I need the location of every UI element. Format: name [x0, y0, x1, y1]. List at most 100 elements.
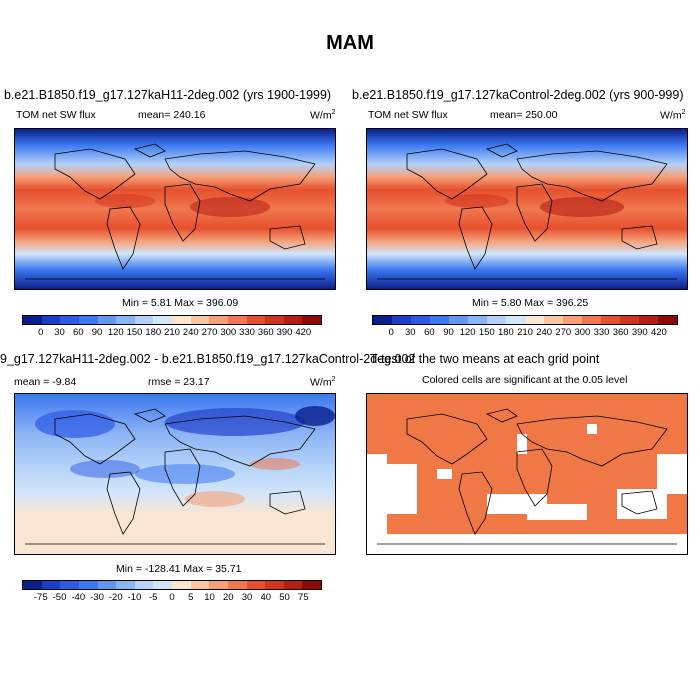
- colorbar-swatch: [468, 316, 487, 324]
- colorbar-tick-label: 75: [297, 592, 309, 603]
- colorbar-tick-label: -30: [90, 592, 104, 603]
- colorbar-swatch: [449, 316, 468, 324]
- colorbar-swatch: [60, 316, 79, 324]
- colorbar-swatch: [283, 581, 303, 589]
- colorbar-tick-label: 30: [241, 592, 253, 603]
- colorbar-swatch: [209, 581, 228, 589]
- panel2-variable: TOM net SW flux: [368, 109, 448, 121]
- colorbar-tick-label: 180: [145, 327, 162, 338]
- colorbar-tick-label: -50: [52, 592, 67, 603]
- colorbar-swatch: [23, 581, 42, 589]
- colorbar-tick-label: 0: [38, 327, 44, 338]
- colorbar-swatch: [97, 316, 117, 324]
- colorbar-tick-label: 120: [459, 327, 476, 338]
- colorbar-swatch: [60, 581, 79, 589]
- colorbar-tick-label: 210: [517, 327, 533, 338]
- panel2-minmax: Min = 5.80 Max = 396.25: [472, 297, 589, 309]
- panel4-case-title: T-test of the two means at each grid poi…: [370, 352, 600, 366]
- colorbar-swatch: [172, 316, 191, 324]
- colorbar-tick-label: 0: [388, 327, 394, 338]
- panel1-case-title: b.e21.B1850.f19_g17.127kaH11-2deg.002 (y…: [4, 88, 332, 102]
- colorbar-tick-label: 20: [222, 592, 234, 603]
- panel3-case-title: 9_g17.127kaH11-2deg.002 - b.e21.B1850.f1…: [0, 352, 416, 366]
- panel4-significance-field: [367, 394, 687, 554]
- colorbar-tick-label: 40: [260, 592, 272, 603]
- colorbar-tick-label: 420: [295, 327, 312, 338]
- colorbar-tick-label: 120: [107, 327, 124, 338]
- colorbar-swatch: [190, 316, 210, 324]
- panel4-map: [366, 393, 688, 555]
- colorbar-tick-label: 150: [126, 327, 143, 338]
- colorbar-tick-label: -10: [127, 592, 142, 603]
- colorbar-tick-label: 420: [650, 327, 667, 338]
- colorbar-swatch: [601, 316, 620, 324]
- colorbar-tick-label: 240: [182, 327, 199, 338]
- colorbar-swatch: [134, 581, 154, 589]
- panel1-minmax: Min = 5.81 Max = 396.09: [122, 297, 239, 309]
- figure-title: MAM: [326, 32, 374, 54]
- panel1-colorbar-ticks: 0 30 60 90 120 150 180 210 240 270 300 330 360 390 420: [22, 327, 322, 339]
- colorbar-swatch: [302, 581, 321, 589]
- colorbar-swatch: [544, 316, 563, 324]
- panel1-variable: TOM net SW flux: [16, 109, 96, 121]
- colorbar-tick-label: 0: [169, 592, 175, 603]
- colorbar-swatch: [265, 581, 284, 589]
- panel1-map: [14, 128, 336, 290]
- panel2-colorbar-swatches: [372, 315, 678, 325]
- colorbar-swatch: [283, 316, 303, 324]
- colorbar-tick-label: 270: [555, 327, 572, 338]
- panel1-colorbar-swatches: [22, 315, 322, 325]
- colorbar-swatch: [78, 316, 98, 324]
- colorbar-swatch: [302, 316, 321, 324]
- panel1-mean: mean= 240.16: [138, 109, 206, 121]
- colorbar-tick-label: 10: [204, 592, 215, 603]
- panel2-colorbar: 0 30 60 90 120 150 180 210 240 270 300 330 360 390 420: [372, 315, 678, 339]
- panel3-map: [14, 393, 336, 555]
- colorbar-swatch: [227, 316, 247, 324]
- colorbar-swatch: [487, 316, 506, 324]
- colorbar-tick-label: 360: [612, 327, 629, 338]
- colorbar-tick-label: 90: [91, 327, 103, 338]
- colorbar-swatch: [153, 316, 172, 324]
- panel3-minmax: Min = -128.41 Max = 35.71: [116, 563, 242, 575]
- panel2-mean: mean= 250.00: [490, 109, 558, 121]
- panel3-colorbar: -75 -50 -40 -30 -20 -10 -5 0 5 10 20 30 40 50 75: [22, 580, 322, 604]
- panel3-rmse: rmse = 23.17: [148, 376, 210, 388]
- colorbar-swatch: [153, 581, 172, 589]
- colorbar-swatch: [246, 316, 266, 324]
- panel4-subtitle: Colored cells are significant at the 0.0…: [422, 374, 628, 386]
- colorbar-tick-label: 330: [239, 327, 255, 338]
- colorbar-swatch: [563, 316, 582, 324]
- colorbar-tick-label: 30: [54, 327, 65, 338]
- panel1-units: W/m2: [310, 109, 336, 122]
- colorbar-swatch: [227, 581, 247, 589]
- colorbar-swatch: [658, 316, 677, 324]
- panel3-colorbar-ticks: -75 -50 -40 -30 -20 -10 -5 0 5 10 20 30 40 50 75: [22, 592, 322, 604]
- colorbar-tick-label: 180: [497, 327, 514, 338]
- panel1-colorbar: 0 30 60 90 120 150 180 210 240 270 300 330 360 390 420: [22, 315, 322, 339]
- colorbar-tick-label: 60: [424, 327, 435, 338]
- colorbar-swatch: [172, 581, 191, 589]
- colorbar-tick-label: -75: [33, 592, 48, 603]
- panel2-case-title: b.e21.B1850.f19_g17.127kaControl-2deg.00…: [352, 88, 684, 102]
- colorbar-tick-label: 5: [188, 592, 194, 603]
- panel3-colorbar-swatches: [22, 580, 322, 590]
- colorbar-tick-label: -40: [71, 592, 86, 603]
- colorbar-tick-label: 30: [404, 327, 416, 338]
- colorbar-swatch: [525, 316, 544, 324]
- colorbar-swatch: [392, 316, 411, 324]
- colorbar-tick-label: 240: [536, 327, 553, 338]
- colorbar-tick-label: 60: [72, 327, 84, 338]
- colorbar-tick-label: 90: [443, 327, 454, 338]
- colorbar-swatch: [78, 581, 98, 589]
- colorbar-swatch: [411, 316, 430, 324]
- colorbar-swatch: [97, 581, 117, 589]
- colorbar-swatch: [116, 316, 135, 324]
- colorbar-tick-label: 270: [201, 327, 218, 338]
- colorbar-swatch: [582, 316, 601, 324]
- colorbar-swatch: [41, 316, 61, 324]
- colorbar-tick-label: 300: [220, 327, 237, 338]
- colorbar-swatch: [209, 316, 228, 324]
- colorbar-tick-label: 330: [593, 327, 610, 338]
- colorbar-swatch: [23, 316, 42, 324]
